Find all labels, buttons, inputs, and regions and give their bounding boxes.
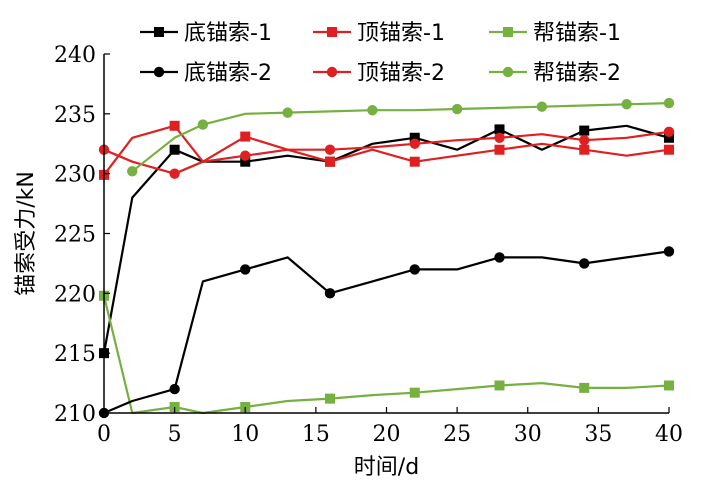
data-point <box>282 107 293 118</box>
data-point <box>409 264 420 275</box>
data-point <box>664 144 674 155</box>
legend-item: 帮锚索-1 <box>489 21 621 46</box>
y-tick-label: 240 <box>54 43 96 68</box>
data-point <box>663 246 675 257</box>
data-point <box>325 393 335 404</box>
data-point <box>240 131 251 142</box>
data-point <box>536 101 548 112</box>
data-point <box>240 150 251 161</box>
data-point <box>664 380 674 391</box>
legend-marker <box>502 66 514 78</box>
y-ticks: 210 215 220 225 230 235 240 <box>54 43 110 427</box>
data-point <box>324 144 336 155</box>
data-point <box>663 126 675 137</box>
data-point <box>169 168 180 179</box>
y-tick-label: 235 <box>54 103 96 128</box>
data-point <box>579 258 590 269</box>
x-tick-label: 25 <box>443 422 471 447</box>
data-point <box>409 156 420 167</box>
series-4 <box>98 246 675 419</box>
x-tick-label: 40 <box>655 422 683 447</box>
y-tick-label: 225 <box>54 223 96 248</box>
legend-label: 帮锚索-2 <box>533 61 621 86</box>
legend-label: 顶锚索-2 <box>357 61 445 86</box>
data-point <box>240 264 251 275</box>
y-tick-label: 220 <box>54 282 96 307</box>
data-point <box>169 120 180 131</box>
axes: 0 5 10 15 20 25 30 35 40 210 215 220 225 230 235 240 时… <box>14 43 683 480</box>
series-6 <box>127 97 675 177</box>
data-point <box>664 132 674 143</box>
legend-marker <box>154 27 164 37</box>
data-point <box>494 144 505 155</box>
legend-marker <box>327 27 337 37</box>
series-line <box>131 102 670 173</box>
data-point <box>579 382 590 393</box>
series-line <box>102 124 670 354</box>
legend: 底锚索-1 顶锚索-1 帮锚索-1 底锚索-2 顶锚索-2 帮锚索-2 <box>140 21 621 86</box>
legend-label: 底锚索-2 <box>184 61 272 86</box>
series-1 <box>99 124 674 359</box>
legend-marker <box>153 66 165 78</box>
data-point <box>494 124 505 135</box>
x-tick-label: 5 <box>168 422 182 447</box>
data-point <box>367 105 378 116</box>
x-tick-label: 20 <box>373 422 401 447</box>
data-point <box>409 387 420 398</box>
legend-label: 顶锚索-1 <box>357 21 445 46</box>
data-point <box>127 166 138 177</box>
data-point <box>494 132 505 143</box>
x-tick-label: 15 <box>302 422 330 447</box>
legend-item: 顶锚索-2 <box>313 61 445 86</box>
data-point <box>409 132 420 143</box>
legend-item: 帮锚索-2 <box>489 61 621 86</box>
legend-label: 底锚索-1 <box>184 21 272 46</box>
data-point <box>169 383 180 395</box>
data-point <box>240 156 251 167</box>
legend-marker <box>326 66 338 78</box>
y-axis-title: 锚索受力/kN <box>14 171 39 296</box>
data-point <box>197 119 209 130</box>
x-ticks: 0 5 10 15 20 25 30 35 40 <box>97 407 683 447</box>
series-layer <box>98 97 675 419</box>
series-line <box>103 130 670 175</box>
x-tick-label: 0 <box>97 422 111 447</box>
data-point <box>324 288 336 299</box>
legend-item: 底锚索-1 <box>140 21 272 46</box>
data-point <box>579 134 590 146</box>
y-tick-label: 210 <box>54 402 96 427</box>
data-point <box>621 99 632 110</box>
data-point <box>325 156 335 167</box>
data-point <box>451 103 463 115</box>
data-point <box>494 380 505 391</box>
y-tick-label: 230 <box>54 163 96 188</box>
series-line <box>103 250 670 415</box>
x-tick-label: 35 <box>584 422 612 447</box>
data-point <box>579 144 590 155</box>
data-point <box>663 97 675 109</box>
data-point <box>579 125 590 136</box>
series-line <box>103 124 670 176</box>
x-tick-label: 30 <box>514 422 542 447</box>
x-axis-title: 时间/d <box>354 455 419 480</box>
legend-item: 底锚索-2 <box>140 61 272 86</box>
data-point <box>169 144 180 155</box>
data-point <box>494 252 505 263</box>
series-5 <box>98 126 675 179</box>
legend-marker <box>503 27 513 37</box>
legend-item: 顶锚索-1 <box>313 21 445 46</box>
data-point <box>409 138 420 149</box>
series-line <box>102 295 670 415</box>
y-tick-label: 215 <box>54 342 96 367</box>
x-tick-label: 10 <box>231 422 259 447</box>
legend-label: 帮锚索-1 <box>533 21 621 46</box>
